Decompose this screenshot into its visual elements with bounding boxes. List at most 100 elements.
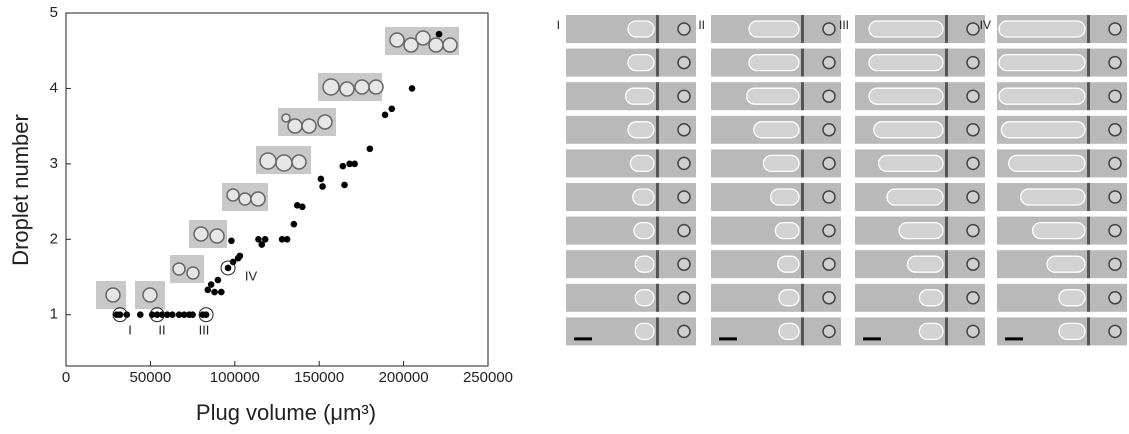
channel-wall [945,48,948,77]
channel-wall [801,283,804,312]
droplet [1108,123,1122,137]
channel-wall [801,115,804,144]
plug [778,322,800,341]
droplet [822,123,836,137]
plug [632,188,655,206]
droplet [966,324,980,339]
inset-droplet [301,118,317,134]
data-point [175,311,183,319]
data-point [278,235,286,243]
droplet [822,257,836,271]
channel-wall [945,15,948,43]
y-tick-label: 2 [50,230,58,247]
plug [873,121,944,139]
channel-wall [1087,82,1090,111]
channel-wall [656,149,659,178]
scale-bar [719,337,737,341]
plug [877,154,944,173]
droplet [677,55,691,70]
data-point [293,202,301,209]
channel-wall [1087,15,1090,43]
channel-wall [1087,115,1090,144]
channel-wall [1087,283,1090,312]
plug [918,289,944,307]
micrograph-tile [566,317,696,346]
inset-droplet [287,118,303,134]
plug [886,188,944,206]
droplet [1108,291,1122,305]
data-point [189,311,196,319]
inset-droplet [105,287,121,303]
micrograph-tile [711,250,841,279]
x-axis-label: Plug volume (μm³) [196,400,376,425]
droplet [822,190,836,204]
data-point [290,220,298,228]
droplet [677,89,691,103]
data-point [435,30,443,38]
plug [868,53,944,72]
inset-droplet [415,30,431,46]
annotation: I [128,322,132,337]
panel-label: IV [980,18,991,32]
micrograph-tile [566,216,696,245]
inset-droplet [368,79,384,95]
plot-frame [65,12,489,367]
plug [634,255,655,273]
data-point [351,160,358,168]
data-point [211,288,218,296]
inset-droplet [428,37,444,53]
highlight-ring [149,307,165,323]
plug [633,221,655,240]
channel-wall [1087,149,1090,178]
droplet [966,22,980,36]
droplet [677,291,691,305]
droplet [677,190,691,204]
inset-droplet [339,81,355,97]
plug [868,87,944,105]
data-point [258,241,266,248]
data-point [261,235,269,243]
y-tick-label: 5 [50,4,58,21]
plug [778,289,800,307]
droplet [1108,223,1122,238]
droplet [966,123,980,137]
droplet [1108,22,1122,36]
data-point [153,311,161,319]
micrograph-tile [566,283,696,312]
data-point [341,181,348,189]
micrograph-tile [566,183,696,211]
channel-wall [656,48,659,77]
panel-label: II [698,18,705,32]
plug [745,87,800,105]
channel-wall [801,250,804,279]
x-tick-label: 100000 [210,369,260,386]
data-point [381,111,389,119]
scale-bar [1005,337,1023,341]
plug [1046,255,1086,273]
inset-droplet [281,113,291,123]
plug [629,154,655,173]
inset-droplet [238,192,252,206]
y-tick-label: 3 [50,155,58,172]
data-point [255,235,262,243]
droplet [677,257,691,271]
data-point [116,311,124,319]
channel-wall [656,15,659,43]
channel-wall [656,283,659,312]
plug [627,53,655,72]
channel-wall [801,82,804,111]
channel-wall [801,48,804,77]
plug [1019,188,1086,206]
plug [753,121,800,139]
y-axis-label: Droplet number [8,114,33,266]
data-point [346,160,353,168]
x-tick-label: 50000 [130,369,172,386]
channel-wall [945,216,948,245]
scale-bar [863,337,881,341]
panel-label: I [557,18,560,32]
data-point [339,162,347,170]
droplet [966,156,980,171]
data-point [408,85,416,92]
scale-bar [574,337,592,341]
inset-droplet [172,262,186,276]
